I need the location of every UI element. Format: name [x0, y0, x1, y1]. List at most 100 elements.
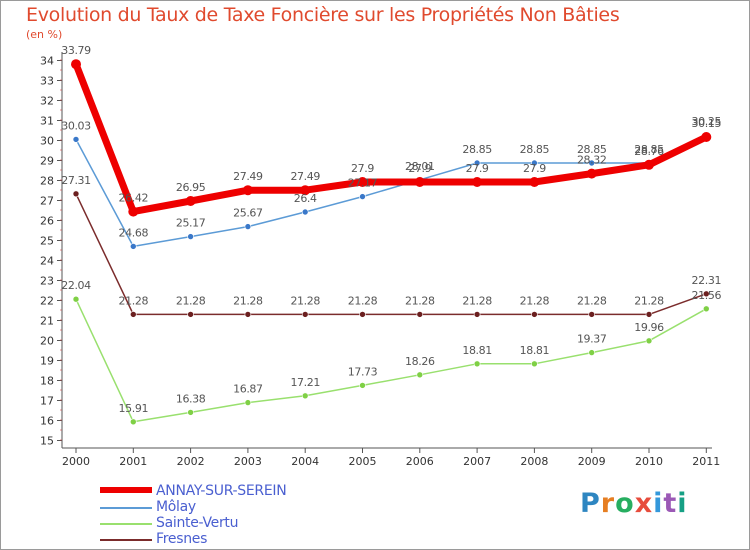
data-label: 19.96 [634, 321, 664, 334]
logo-letter: t [663, 488, 678, 519]
data-point [71, 59, 81, 70]
chart-title: Evolution du Taux de Taxe Foncière sur l… [26, 4, 620, 26]
data-label: 25.67 [233, 207, 263, 220]
data-label: 19.37 [577, 333, 607, 346]
y-tick-label: 18 [40, 375, 54, 388]
data-point [416, 371, 424, 379]
data-label: 28.01 [405, 160, 435, 173]
legend-label-molay: Môlay [156, 499, 196, 515]
data-point [473, 159, 481, 167]
data-label: 18.81 [520, 344, 550, 357]
data-label: 30.15 [692, 117, 722, 130]
data-label: 28.85 [462, 143, 492, 156]
data-point [531, 311, 538, 318]
data-label: 27.9 [523, 162, 546, 175]
data-label: 26.95 [176, 181, 206, 194]
series-line-1 [75, 134, 708, 248]
data-label: 28.76 [634, 145, 664, 158]
y-tick-label: 17 [40, 395, 54, 408]
data-label: 24.68 [119, 226, 149, 239]
data-label: 28.32 [577, 154, 607, 167]
x-tick-label: 2002 [177, 455, 205, 468]
data-label: 27.17 [348, 177, 378, 190]
series-line-0 [72, 60, 710, 216]
data-label: 30.03 [61, 119, 91, 132]
data-label: 18.81 [462, 344, 492, 357]
x-tick-label: 2000 [62, 455, 90, 468]
data-point [300, 185, 311, 196]
unit-label: (en %) [26, 28, 63, 41]
data-label: 21.28 [405, 294, 435, 307]
data-label: 22.31 [692, 274, 722, 287]
y-tick-label: 22 [40, 295, 54, 308]
data-label: 21.28 [520, 294, 550, 307]
data-point [359, 193, 366, 200]
data-point [645, 337, 653, 345]
series-line-2 [75, 298, 708, 423]
data-label: 21.28 [176, 294, 206, 307]
data-point [588, 311, 596, 318]
y-tick-label: 27 [40, 195, 54, 208]
data-point [416, 311, 424, 318]
y-tick-label: 33 [40, 75, 54, 88]
data-label: 18.26 [405, 355, 435, 368]
legend-label-fresnes: Fresnes [156, 531, 208, 547]
data-point [128, 206, 139, 217]
data-point [531, 360, 538, 368]
y-tick-label: 29 [40, 155, 54, 168]
data-point [72, 295, 80, 303]
legend-label-sainte-vertu: Sainte-Vertu [156, 515, 239, 531]
data-label: 27.49 [290, 170, 320, 183]
data-label: 21.28 [577, 294, 607, 307]
data-point [414, 177, 425, 187]
y-tick-label: 26 [40, 215, 54, 228]
x-tick-label: 2001 [119, 455, 147, 468]
data-label: 27.31 [61, 174, 91, 187]
y-tick-label: 28 [40, 175, 54, 188]
y-tick-label: 24 [40, 255, 54, 268]
data-label: 27.9 [466, 162, 489, 175]
data-point [187, 409, 194, 416]
data-point [588, 349, 596, 356]
data-label: 15.91 [119, 402, 149, 415]
y-tick-label: 20 [40, 335, 54, 348]
data-point [301, 392, 309, 400]
data-point [130, 243, 137, 250]
data-label: 27.9 [408, 162, 431, 175]
data-point [702, 305, 710, 313]
data-point [359, 311, 366, 318]
data-label: 26.4 [294, 192, 317, 205]
data-label: 28.85 [520, 143, 550, 156]
x-tick-label: 2005 [349, 455, 377, 468]
data-label: 21.28 [290, 294, 320, 307]
y-tick-label: 23 [40, 275, 54, 288]
y-tick-label: 30 [40, 135, 54, 148]
x-tick-label: 2010 [635, 455, 663, 468]
data-point [244, 223, 252, 230]
data-label: 21.28 [119, 294, 149, 307]
x-tick-label: 2008 [520, 455, 548, 468]
data-label: 22.04 [61, 279, 91, 292]
data-point [359, 382, 366, 389]
data-label: 17.21 [290, 376, 320, 389]
y-tick-label: 25 [40, 235, 54, 248]
data-point [473, 311, 481, 318]
logo-letter: i [677, 488, 688, 519]
logo-letter: x [634, 488, 654, 519]
data-label: 21.28 [462, 294, 492, 307]
data-label: 17.73 [348, 365, 378, 378]
data-point [473, 360, 481, 368]
data-point [301, 311, 309, 318]
data-label: 21.56 [692, 289, 722, 302]
data-label: 28.85 [634, 143, 664, 156]
data-point [187, 233, 194, 240]
x-tick-label: 2006 [406, 455, 434, 468]
y-tick-label: 19 [40, 355, 54, 368]
data-point [187, 311, 194, 318]
data-point [702, 290, 710, 298]
data-label: 16.87 [233, 383, 263, 396]
data-point [244, 399, 252, 406]
data-label: 25.17 [176, 217, 206, 230]
data-label: 21.28 [348, 294, 378, 307]
